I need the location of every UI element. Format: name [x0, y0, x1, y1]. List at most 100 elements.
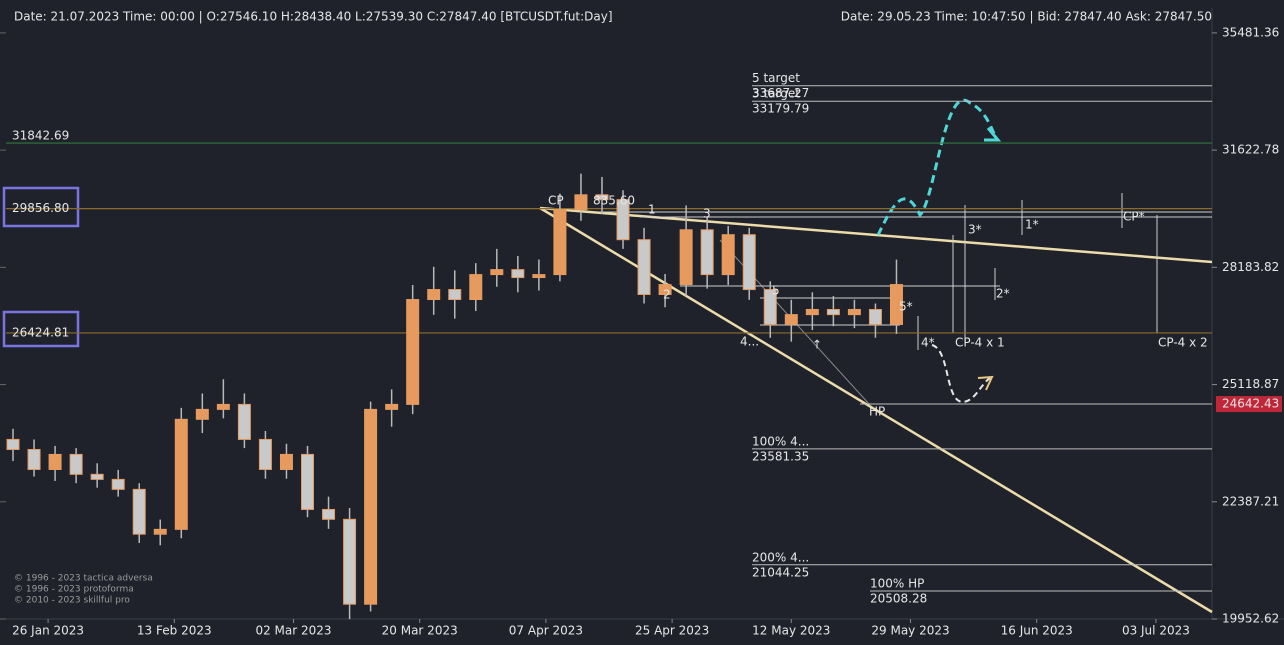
candle-body [322, 508, 336, 520]
x-tick-label: 20 Mar 2023 [382, 624, 458, 638]
header-right: Date: 29.05.23 Time: 10:47:50 | Bid: 278… [841, 10, 1212, 24]
wave-label: 3 [703, 207, 711, 221]
candle-body [364, 408, 378, 605]
candle-body [27, 448, 41, 470]
candle-body [153, 528, 167, 535]
wave-label: ↑ [812, 338, 822, 352]
x-tick-label: 12 May 2023 [752, 624, 830, 638]
candle-body [132, 488, 146, 535]
candles [6, 173, 903, 620]
watermark: © 1996 - 2023 protoforma [14, 585, 134, 595]
watermark: © 2010 - 2023 skillful pro [14, 596, 130, 606]
candle-body [868, 308, 882, 325]
y-tick-label: 35481.36 [1222, 25, 1279, 39]
candle-body [721, 234, 735, 276]
candle-body [216, 403, 230, 410]
candle-body [763, 289, 777, 325]
target-value: 33179.79 [752, 102, 809, 116]
candle-body [784, 314, 798, 325]
candle-body [48, 453, 62, 470]
candle-body [6, 438, 20, 450]
candle-body [174, 418, 188, 530]
price-label: 24642.43 [1222, 397, 1279, 411]
target-value: 20508.28 [870, 592, 927, 606]
candle-body [69, 453, 83, 475]
candle-body [237, 403, 251, 440]
y-tick-label: 31622.78 [1222, 143, 1279, 157]
header-left: Date: 21.07.2023 Time: 00:00 | O:27546.1… [14, 10, 613, 24]
x-tick-label: 25 Apr 2023 [635, 624, 709, 638]
x-tick-label: 29 May 2023 [871, 624, 949, 638]
y-tick-label: 22387.21 [1222, 494, 1279, 508]
candle-body [637, 239, 651, 296]
candle-body [616, 199, 630, 241]
wave-label: 2* [996, 287, 1010, 301]
target-name: 200% 4... [752, 550, 809, 564]
x-tick-label: 16 Jun 2023 [1001, 624, 1073, 638]
level-label: 31842.69 [12, 129, 69, 143]
wave-label: 1* [1025, 218, 1039, 232]
wave-label: CP [548, 194, 564, 208]
wave-label: CP-4 x 1 [955, 336, 1005, 350]
candle-body [658, 284, 672, 296]
candle-body [195, 408, 209, 420]
candle-body [343, 518, 357, 605]
y-tick-label: 25118.87 [1222, 377, 1279, 391]
candle-body [279, 453, 293, 470]
wave-label: 1 [648, 203, 656, 217]
candle-body [700, 229, 714, 276]
candle-body [301, 453, 314, 510]
arrow-head [977, 375, 994, 391]
target-name: 100% 4... [752, 434, 809, 448]
level-box [2, 310, 80, 348]
trend-line [539, 206, 1213, 614]
y-tick-label: 19952.62 [1222, 612, 1279, 626]
wave-label: 5 [772, 284, 780, 298]
watermark: © 1996 - 2023 tactica adversa [14, 574, 153, 584]
candle-body [258, 438, 272, 470]
candle-body [406, 299, 420, 405]
wave-label: CP* [1123, 210, 1145, 224]
candle-body [826, 308, 840, 316]
candle-body [511, 269, 525, 279]
wave-label: CP-4 x 2 [1158, 336, 1208, 350]
wave-label: 5* [899, 300, 913, 314]
candle-body [574, 194, 588, 211]
level-label: 29856.80 [12, 201, 69, 215]
candle-body [469, 274, 483, 301]
candle-body [742, 234, 756, 291]
x-tick-label: 13 Feb 2023 [137, 624, 212, 638]
level-label: 26424.81 [12, 325, 69, 339]
candle-body [805, 308, 819, 316]
projection-arrow [931, 344, 991, 404]
wave-label: 4... [740, 335, 759, 349]
target-value: 33687.27 [752, 86, 809, 100]
candle-body [427, 289, 441, 301]
arrow-head [984, 127, 1002, 142]
wave-label: 835.60 [593, 194, 635, 208]
candle-body [448, 289, 462, 301]
target-name: 3 target [752, 87, 800, 101]
candle-body [490, 269, 504, 276]
wave-label: 4* [921, 336, 935, 350]
wave-label: 3* [968, 223, 982, 237]
candle-body [385, 403, 399, 410]
candle-body [679, 229, 693, 286]
wave-label: 2 [663, 288, 671, 302]
target-value: 23581.35 [752, 449, 809, 463]
candle-body [553, 209, 567, 276]
level-box [2, 186, 80, 228]
x-tick-label: 03 Jul 2023 [1122, 624, 1190, 638]
candle-body [847, 308, 861, 316]
x-tick-label: 02 Mar 2023 [255, 624, 331, 638]
candle-body [111, 478, 125, 490]
target-name: 5 target [752, 71, 800, 85]
price-marker [1216, 396, 1282, 413]
candle-body [532, 274, 546, 279]
x-tick-label: 07 Apr 2023 [509, 624, 583, 638]
target-name: 100% HP [870, 577, 924, 591]
projection-arrow [876, 98, 998, 236]
drawings [2, 98, 1213, 614]
